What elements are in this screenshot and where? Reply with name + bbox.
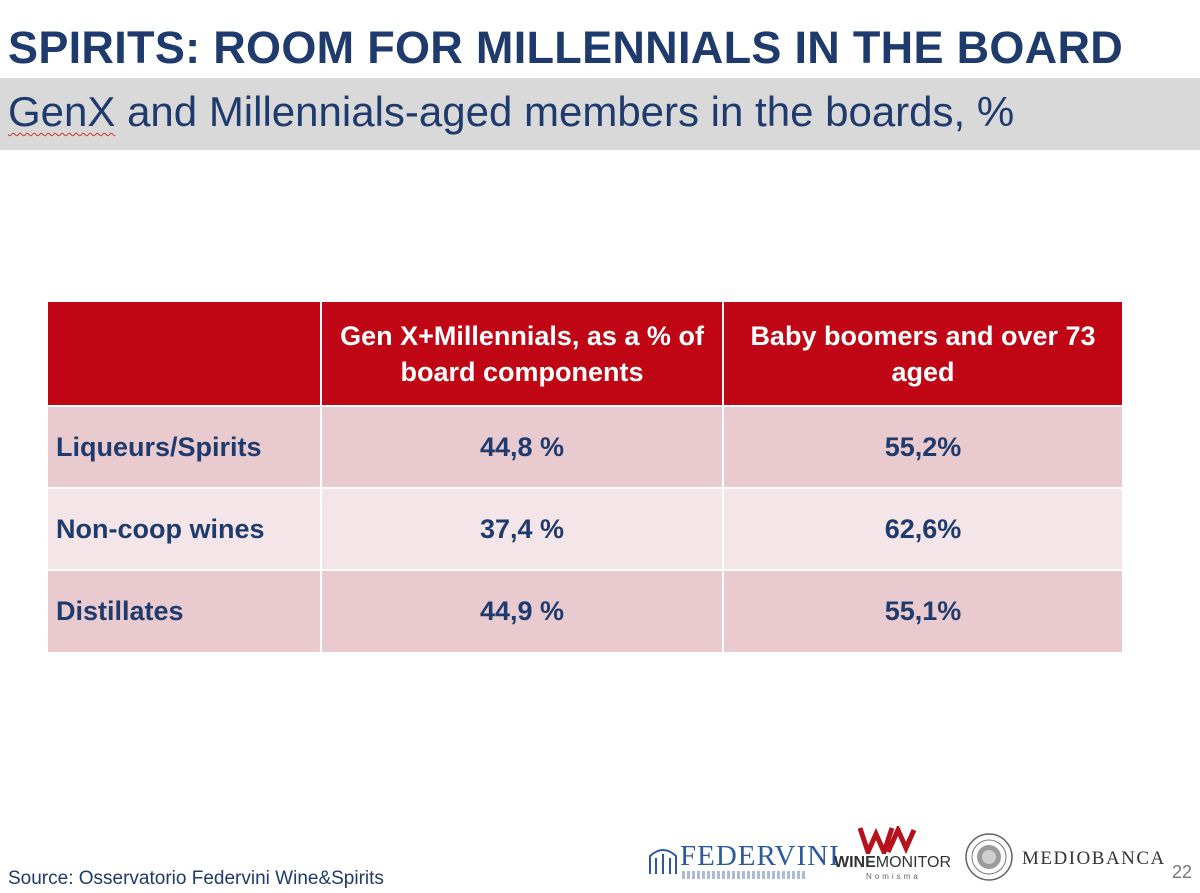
header-baby-boomers: Baby boomers and over 73 aged	[723, 302, 1122, 406]
federvini-name: FEDERVINI	[680, 840, 840, 872]
boomers-value: 55,1%	[723, 569, 1122, 652]
federvini-emblem-icon	[649, 849, 677, 874]
table-row: Liqueurs/Spirits 44,8 % 55,2%	[48, 405, 1122, 488]
federvini-logo: FEDERVINI	[648, 840, 839, 880]
boomers-value: 62,6%	[723, 487, 1122, 570]
board-age-table: Gen X+Millennials, as a % of board compo…	[48, 302, 1122, 652]
slide-title: SPIRITS: ROOM FOR MILLENNIALS IN THE BOA…	[8, 22, 1124, 73]
page-number: 22	[1171, 862, 1192, 882]
row-label: Distillates	[48, 569, 322, 652]
winemonitor-mark-icon	[858, 826, 917, 854]
winemonitor-nomisma: Nomisma	[866, 872, 921, 881]
table-row: Non-coop wines 37,4 % 62,6%	[48, 487, 1122, 570]
mediobanca-seal-icon	[965, 833, 1013, 881]
genx-value: 37,4 %	[321, 487, 724, 570]
table-row: Distillates 44,9 % 55,1%	[48, 569, 1122, 652]
winemonitor-name: WINEMONITOR	[834, 854, 951, 872]
winemonitor-logo: WINEMONITOR Nomisma	[832, 826, 951, 884]
row-label: Non-coop wines	[48, 487, 322, 570]
federvini-tagline	[682, 871, 806, 879]
genx-value: 44,8 %	[321, 405, 724, 488]
header-empty	[48, 302, 322, 406]
subtitle-band: GenX and Millennials-aged members in the…	[0, 78, 1200, 150]
subtitle-genx: GenX	[8, 88, 116, 135]
winemonitor-wine: WINE	[834, 854, 876, 871]
row-label: Liqueurs/Spirits	[48, 405, 322, 488]
slide-subtitle: GenX and Millennials-aged members in the…	[8, 88, 1014, 136]
genx-value: 44,9 %	[321, 569, 724, 652]
header-genx-millennials: Gen X+Millennials, as a % of board compo…	[321, 302, 724, 406]
winemonitor-monitor: MONITOR	[875, 854, 952, 871]
mediobanca-name: MEDIOBANCA	[1022, 848, 1166, 869]
boomers-value: 55,2%	[723, 405, 1122, 488]
source-note: Source: Osservatorio Federvini Wine&Spir…	[8, 868, 384, 889]
table-header-row: Gen X+Millennials, as a % of board compo…	[48, 302, 1122, 406]
subtitle-rest: and Millennials-aged members in the boar…	[115, 88, 1015, 135]
mediobanca-logo: MEDIOBANCA	[964, 832, 1164, 882]
